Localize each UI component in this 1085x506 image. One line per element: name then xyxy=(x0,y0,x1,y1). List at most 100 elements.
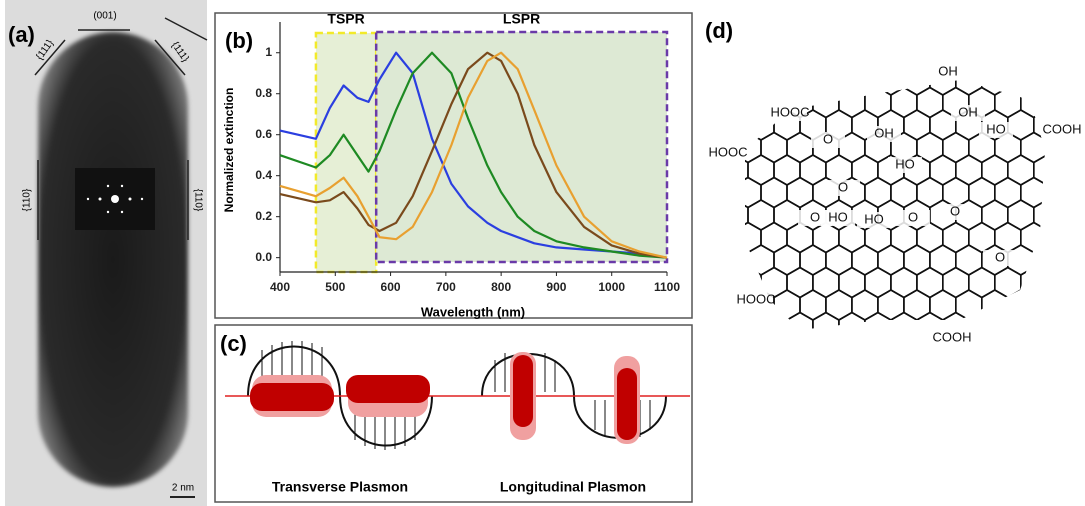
hexagon xyxy=(1047,403,1073,433)
hexagon xyxy=(982,335,1008,365)
hexagon xyxy=(813,403,839,433)
y-tick-label: 0.2 xyxy=(255,209,272,223)
hexagon xyxy=(917,448,943,478)
functional-group: HO xyxy=(828,209,848,224)
hexagon xyxy=(839,448,865,478)
x-tick-label: 400 xyxy=(270,280,290,294)
hexagon xyxy=(748,335,774,365)
hexagon xyxy=(800,335,826,365)
hexagon xyxy=(1047,178,1073,208)
hexagon xyxy=(839,358,865,388)
x-axis-label: Wavelength (nm) xyxy=(421,304,525,319)
hexagon xyxy=(1034,380,1060,410)
y-axis-label: Normalized extinction xyxy=(222,88,236,213)
hexagon xyxy=(1008,425,1034,455)
hexagon xyxy=(800,380,826,410)
hexagon xyxy=(1008,380,1034,410)
hexagon xyxy=(722,380,748,410)
hexagon xyxy=(813,358,839,388)
hexagon xyxy=(1073,223,1085,253)
hexagon xyxy=(1008,290,1034,320)
hexagon xyxy=(722,335,748,365)
hexagon xyxy=(1034,245,1060,275)
hexagon xyxy=(813,313,839,343)
hexagon xyxy=(735,88,761,118)
hexagon xyxy=(826,380,852,410)
hexagon xyxy=(1060,335,1085,365)
hexagon xyxy=(943,448,969,478)
facet-label: {110} xyxy=(22,188,33,211)
hexagon xyxy=(969,313,995,343)
hexagon xyxy=(774,380,800,410)
hexagon xyxy=(1073,313,1085,343)
hexagon xyxy=(722,245,748,275)
functional-group: COOH xyxy=(1043,121,1082,136)
hexagon xyxy=(1021,268,1047,298)
hexagon xyxy=(865,448,891,478)
hexagon xyxy=(787,403,813,433)
hexagon xyxy=(1060,155,1085,185)
hexagon xyxy=(1060,200,1085,230)
hexagon xyxy=(891,358,917,388)
hexagon xyxy=(982,425,1008,455)
facet-label: (001) xyxy=(93,11,116,22)
hexagon xyxy=(904,335,930,365)
hexagon xyxy=(1060,380,1085,410)
hexagon xyxy=(787,313,813,343)
hexagon xyxy=(787,448,813,478)
hexagon xyxy=(761,403,787,433)
nanorod xyxy=(38,32,188,487)
x-tick-label: 700 xyxy=(436,280,456,294)
hexagon xyxy=(1047,358,1073,388)
hexagon xyxy=(800,65,826,95)
functional-group: O xyxy=(838,179,848,194)
hexagon xyxy=(748,425,774,455)
functional-group: HOOC xyxy=(737,291,776,306)
functional-group: O xyxy=(823,131,833,146)
hexagon xyxy=(813,448,839,478)
hexagon xyxy=(1034,425,1060,455)
hexagon xyxy=(995,403,1021,433)
hexagon xyxy=(1034,335,1060,365)
functional-group: O xyxy=(995,249,1005,264)
hexagon xyxy=(995,313,1021,343)
hexagon xyxy=(1047,223,1073,253)
hexagon xyxy=(735,448,761,478)
hexagon xyxy=(774,335,800,365)
panel-label: (a) xyxy=(8,22,35,47)
functional-group: O xyxy=(810,209,820,224)
region xyxy=(316,33,376,272)
facet-label: {110} xyxy=(192,189,203,212)
x-tick-label: 500 xyxy=(325,280,345,294)
hexagon xyxy=(774,425,800,455)
hexagon xyxy=(917,403,943,433)
hexagon xyxy=(943,358,969,388)
functional-group: HO xyxy=(895,156,915,171)
hexagon xyxy=(891,313,917,343)
hexagon xyxy=(1073,268,1085,298)
hexagon xyxy=(761,313,787,343)
hexagon xyxy=(982,290,1008,320)
hexagon xyxy=(722,110,748,140)
panel-label: (c) xyxy=(220,331,247,356)
hexagon xyxy=(735,403,761,433)
y-tick-label: 1 xyxy=(265,45,272,59)
hexagon xyxy=(943,403,969,433)
hexagon xyxy=(956,380,982,410)
region-label: LSPR xyxy=(503,11,540,27)
functional-group: O xyxy=(950,203,960,218)
scale-bar-label: 2 nm xyxy=(172,483,194,494)
hexagon xyxy=(1073,358,1085,388)
hexagon xyxy=(865,403,891,433)
hexagon xyxy=(748,380,774,410)
hexagon xyxy=(969,358,995,388)
panel-label: (b) xyxy=(225,28,253,53)
y-tick-label: 0.4 xyxy=(255,168,272,182)
functional-group: OH xyxy=(958,104,978,119)
hexagon xyxy=(891,448,917,478)
hexagon xyxy=(995,358,1021,388)
hexagon xyxy=(800,425,826,455)
hexagon xyxy=(891,403,917,433)
figure: (a) (001) {111} {111} {110} {110} 2 nm T… xyxy=(0,0,1085,506)
x-tick-label: 1100 xyxy=(654,280,680,294)
